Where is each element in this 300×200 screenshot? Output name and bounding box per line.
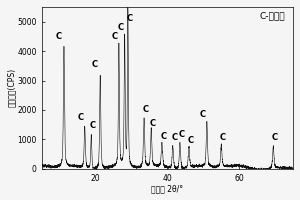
Text: C: C <box>150 119 156 128</box>
Y-axis label: 衔射強度(CPS): 衔射強度(CPS) <box>7 68 16 107</box>
Text: C: C <box>90 121 96 130</box>
Text: C: C <box>200 110 206 119</box>
Text: C: C <box>111 32 117 41</box>
Text: C: C <box>77 113 83 122</box>
Text: C: C <box>188 136 194 145</box>
Text: C: C <box>161 132 167 141</box>
Text: C: C <box>92 60 98 69</box>
Text: C-蔗青石: C-蔗青石 <box>260 12 286 21</box>
Text: C: C <box>179 130 185 139</box>
Text: C: C <box>127 14 133 23</box>
Text: C: C <box>56 32 62 41</box>
Text: C: C <box>143 105 149 114</box>
Text: C: C <box>172 133 178 142</box>
Text: C: C <box>118 23 124 32</box>
Text: C: C <box>220 133 226 142</box>
X-axis label: 衔射角 2θ/°: 衔射角 2θ/° <box>151 184 183 193</box>
Text: C: C <box>272 133 278 142</box>
